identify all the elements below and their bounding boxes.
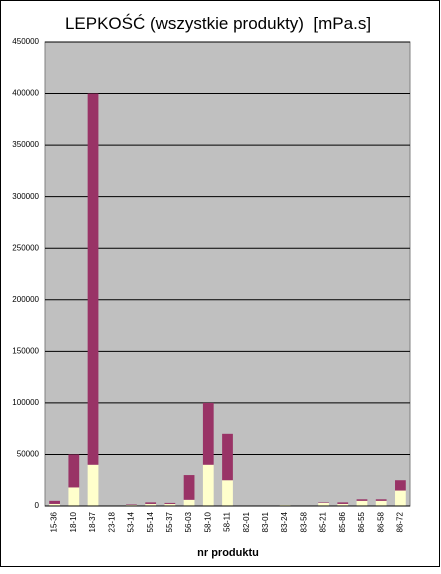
bar-segment [318, 502, 329, 503]
x-tick-label: 23-18 [107, 511, 116, 532]
bar-segment [337, 503, 349, 506]
bar-segment [126, 504, 137, 505]
x-tick-label: 55-14 [146, 511, 155, 532]
bar-segment [164, 503, 176, 506]
bar-segment [87, 93, 99, 465]
bar-segment [202, 402, 214, 465]
bar-segment [375, 499, 387, 501]
bar-segment [318, 502, 329, 506]
bar-segment [87, 464, 99, 506]
x-axis-title: nr produktu [197, 547, 259, 559]
chart-title: LEPKOŚĆ (wszystkie produkty) [mPa.s] [65, 14, 371, 33]
y-tick-label: 450000 [12, 37, 39, 46]
bar-segment [49, 500, 60, 504]
bar-segment [145, 502, 157, 504]
bar-segment [68, 487, 80, 506]
bar-segment [279, 504, 291, 506]
plot-area [44, 41, 411, 507]
bar-segment [395, 490, 406, 506]
x-tick-label: 85-86 [338, 511, 347, 532]
x-tick-label: 85-21 [319, 511, 328, 532]
bar-segment [337, 502, 349, 504]
x-tick-label: 56-03 [184, 511, 193, 532]
y-tick-label: 400000 [12, 89, 39, 98]
x-tick-label: 82-01 [242, 511, 251, 532]
x-tick-label: 53-14 [127, 511, 136, 532]
x-tick-label: 58-11 [223, 511, 232, 531]
y-tick-label: 200000 [12, 295, 39, 304]
y-tick-label: 300000 [12, 192, 39, 201]
bar-segment [49, 503, 60, 506]
y-tick-label: 150000 [12, 346, 39, 355]
x-tick-label: 55-37 [165, 511, 174, 532]
bar-segment [183, 475, 195, 500]
bar-segment [126, 504, 137, 506]
x-tick-label: 86-72 [396, 511, 405, 532]
bar-segment [375, 500, 387, 506]
x-tick-label: 58-10 [203, 511, 212, 532]
bar-segment [222, 433, 233, 481]
bar-segment [395, 480, 406, 491]
x-tick-label: 18-10 [69, 511, 78, 532]
x-tick-label: 83-24 [280, 511, 289, 532]
bar-segment [356, 500, 368, 506]
bar-segment [183, 499, 195, 506]
y-tick-label: 250000 [12, 243, 39, 252]
bar-segment [222, 480, 233, 506]
x-tick-label: 15-36 [50, 511, 59, 532]
y-tick-label: 50000 [17, 450, 40, 459]
bar-segment [145, 503, 157, 506]
y-tick-label: 100000 [12, 398, 39, 407]
y-tick-label: 350000 [12, 140, 39, 149]
x-tick-label: 18-37 [88, 511, 97, 532]
bar-segment [164, 502, 176, 504]
x-tick-label: 83-58 [299, 511, 308, 532]
bar-segment [202, 464, 214, 506]
x-tick-label: 86-58 [376, 511, 385, 532]
y-tick-label: 0 [35, 501, 40, 510]
bar-segment [68, 454, 80, 488]
bar-segment [356, 499, 368, 501]
x-tick-label: 83-01 [261, 511, 270, 532]
x-tick-label: 86-55 [357, 511, 366, 532]
